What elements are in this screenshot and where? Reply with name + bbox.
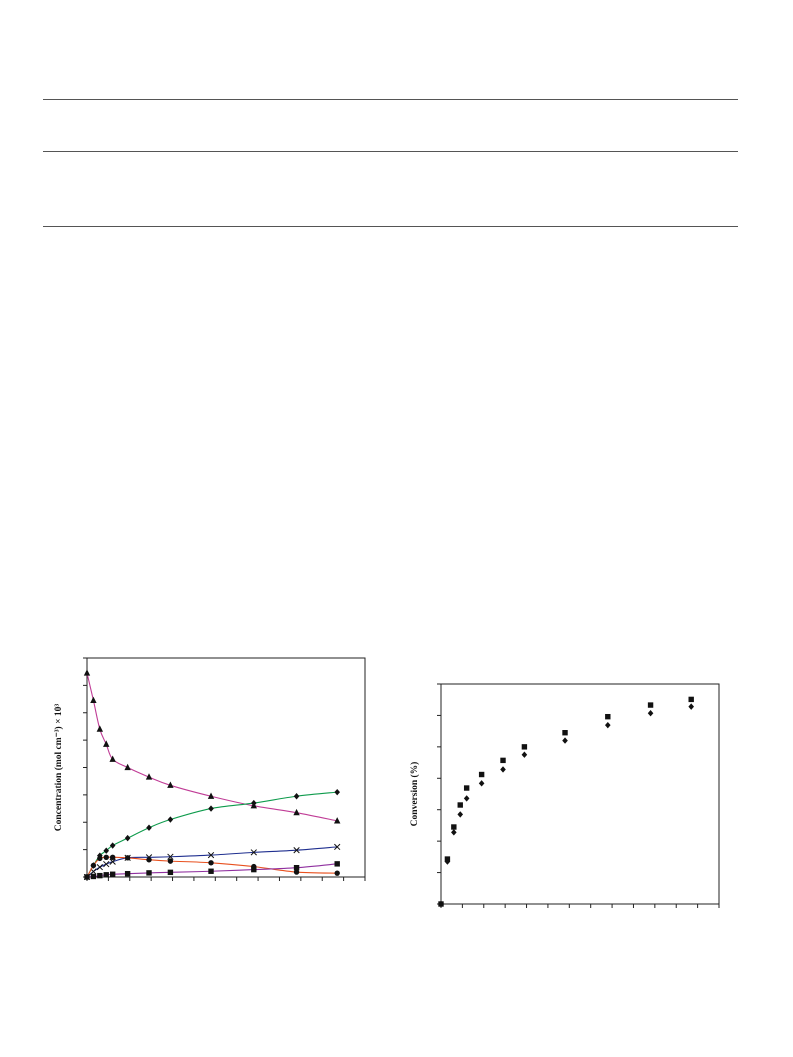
data-point-circle [293, 869, 300, 875]
data-point-circle [334, 870, 340, 876]
data-point-square [334, 861, 340, 867]
data-point-diamond [109, 842, 116, 849]
data-point-square [457, 802, 463, 808]
data-point-triangle [124, 763, 131, 771]
data-point-diamond [334, 788, 340, 796]
data-point-diamond [124, 834, 131, 842]
data-point-triangle [334, 817, 341, 824]
data-point-square [146, 870, 152, 876]
data-point-square [521, 744, 528, 750]
data-point-diamond [208, 805, 214, 812]
data-point-diamond [451, 829, 457, 836]
data-point-triangle [109, 755, 116, 762]
data-point-diamond [293, 793, 300, 800]
data-point-square [251, 866, 257, 873]
data-point-cross [96, 863, 103, 871]
data-point-square [562, 730, 568, 736]
data-point-diamond [457, 811, 464, 818]
data-point-triangle [145, 773, 153, 780]
data-point-square [124, 871, 131, 877]
data-point-square [97, 872, 103, 879]
plot-frame [440, 683, 720, 905]
data-point-square [463, 785, 470, 791]
top-rule [43, 99, 738, 100]
data-point-circle [90, 862, 97, 869]
data-point-cross [109, 858, 116, 865]
data-point-diamond [167, 816, 174, 823]
data-point-square [688, 696, 694, 703]
data-point-triangle [207, 792, 215, 799]
data-point-triangle [167, 781, 174, 788]
data-point-diamond [647, 710, 654, 717]
data-point-square [167, 869, 174, 876]
data-point-square [293, 864, 300, 871]
data-point-triangle [90, 696, 97, 704]
data-point-square [500, 757, 506, 764]
origin-point [438, 901, 444, 907]
data-point-cross [293, 847, 300, 854]
data-point-cross [167, 853, 174, 860]
data-point-cross [207, 851, 215, 859]
bottom-rule [43, 226, 738, 227]
data-point-square [647, 702, 654, 708]
conversion-chart: Conversion (%) [409, 683, 720, 908]
data-point-circle [97, 855, 103, 862]
data-point-triangle [103, 740, 110, 747]
middle-rule [43, 151, 738, 152]
data-point-square [90, 873, 97, 880]
data-point-diamond [463, 795, 470, 802]
data-point-circle [167, 858, 174, 864]
data-point-cross [250, 849, 257, 856]
data-point-diamond [478, 780, 485, 787]
data-point-square [208, 868, 214, 874]
data-point-cross [334, 843, 341, 851]
data-point-diamond [521, 751, 528, 758]
data-point-diamond [500, 766, 506, 773]
data-point-square [103, 872, 109, 878]
data-point-cross [103, 860, 110, 868]
data-point-square [451, 824, 457, 830]
data-point-diamond [562, 737, 568, 744]
data-point-circle [109, 854, 116, 860]
data-point-circle [146, 857, 152, 863]
data-point-diamond [146, 824, 152, 831]
data-point-circle [124, 855, 131, 861]
data-point-triangle [96, 725, 104, 732]
data-point-diamond [605, 721, 611, 729]
data-point-triangle [83, 669, 91, 676]
y-axis-label: Conversion (%) [409, 762, 420, 827]
data-point-diamond [688, 703, 694, 710]
data-point-triangle [293, 808, 300, 816]
data-point-square [478, 771, 485, 778]
data-point-circle [208, 860, 214, 866]
data-point-circle [103, 854, 109, 860]
y-axis-label: Concentration (mol cm⁻³) × 10³ [53, 704, 64, 832]
data-point-square [84, 874, 90, 880]
data-point-square [109, 871, 116, 877]
concentration-chart: Concentration (mol cm⁻³) × 10³ [53, 657, 366, 881]
data-point-square [605, 713, 611, 720]
